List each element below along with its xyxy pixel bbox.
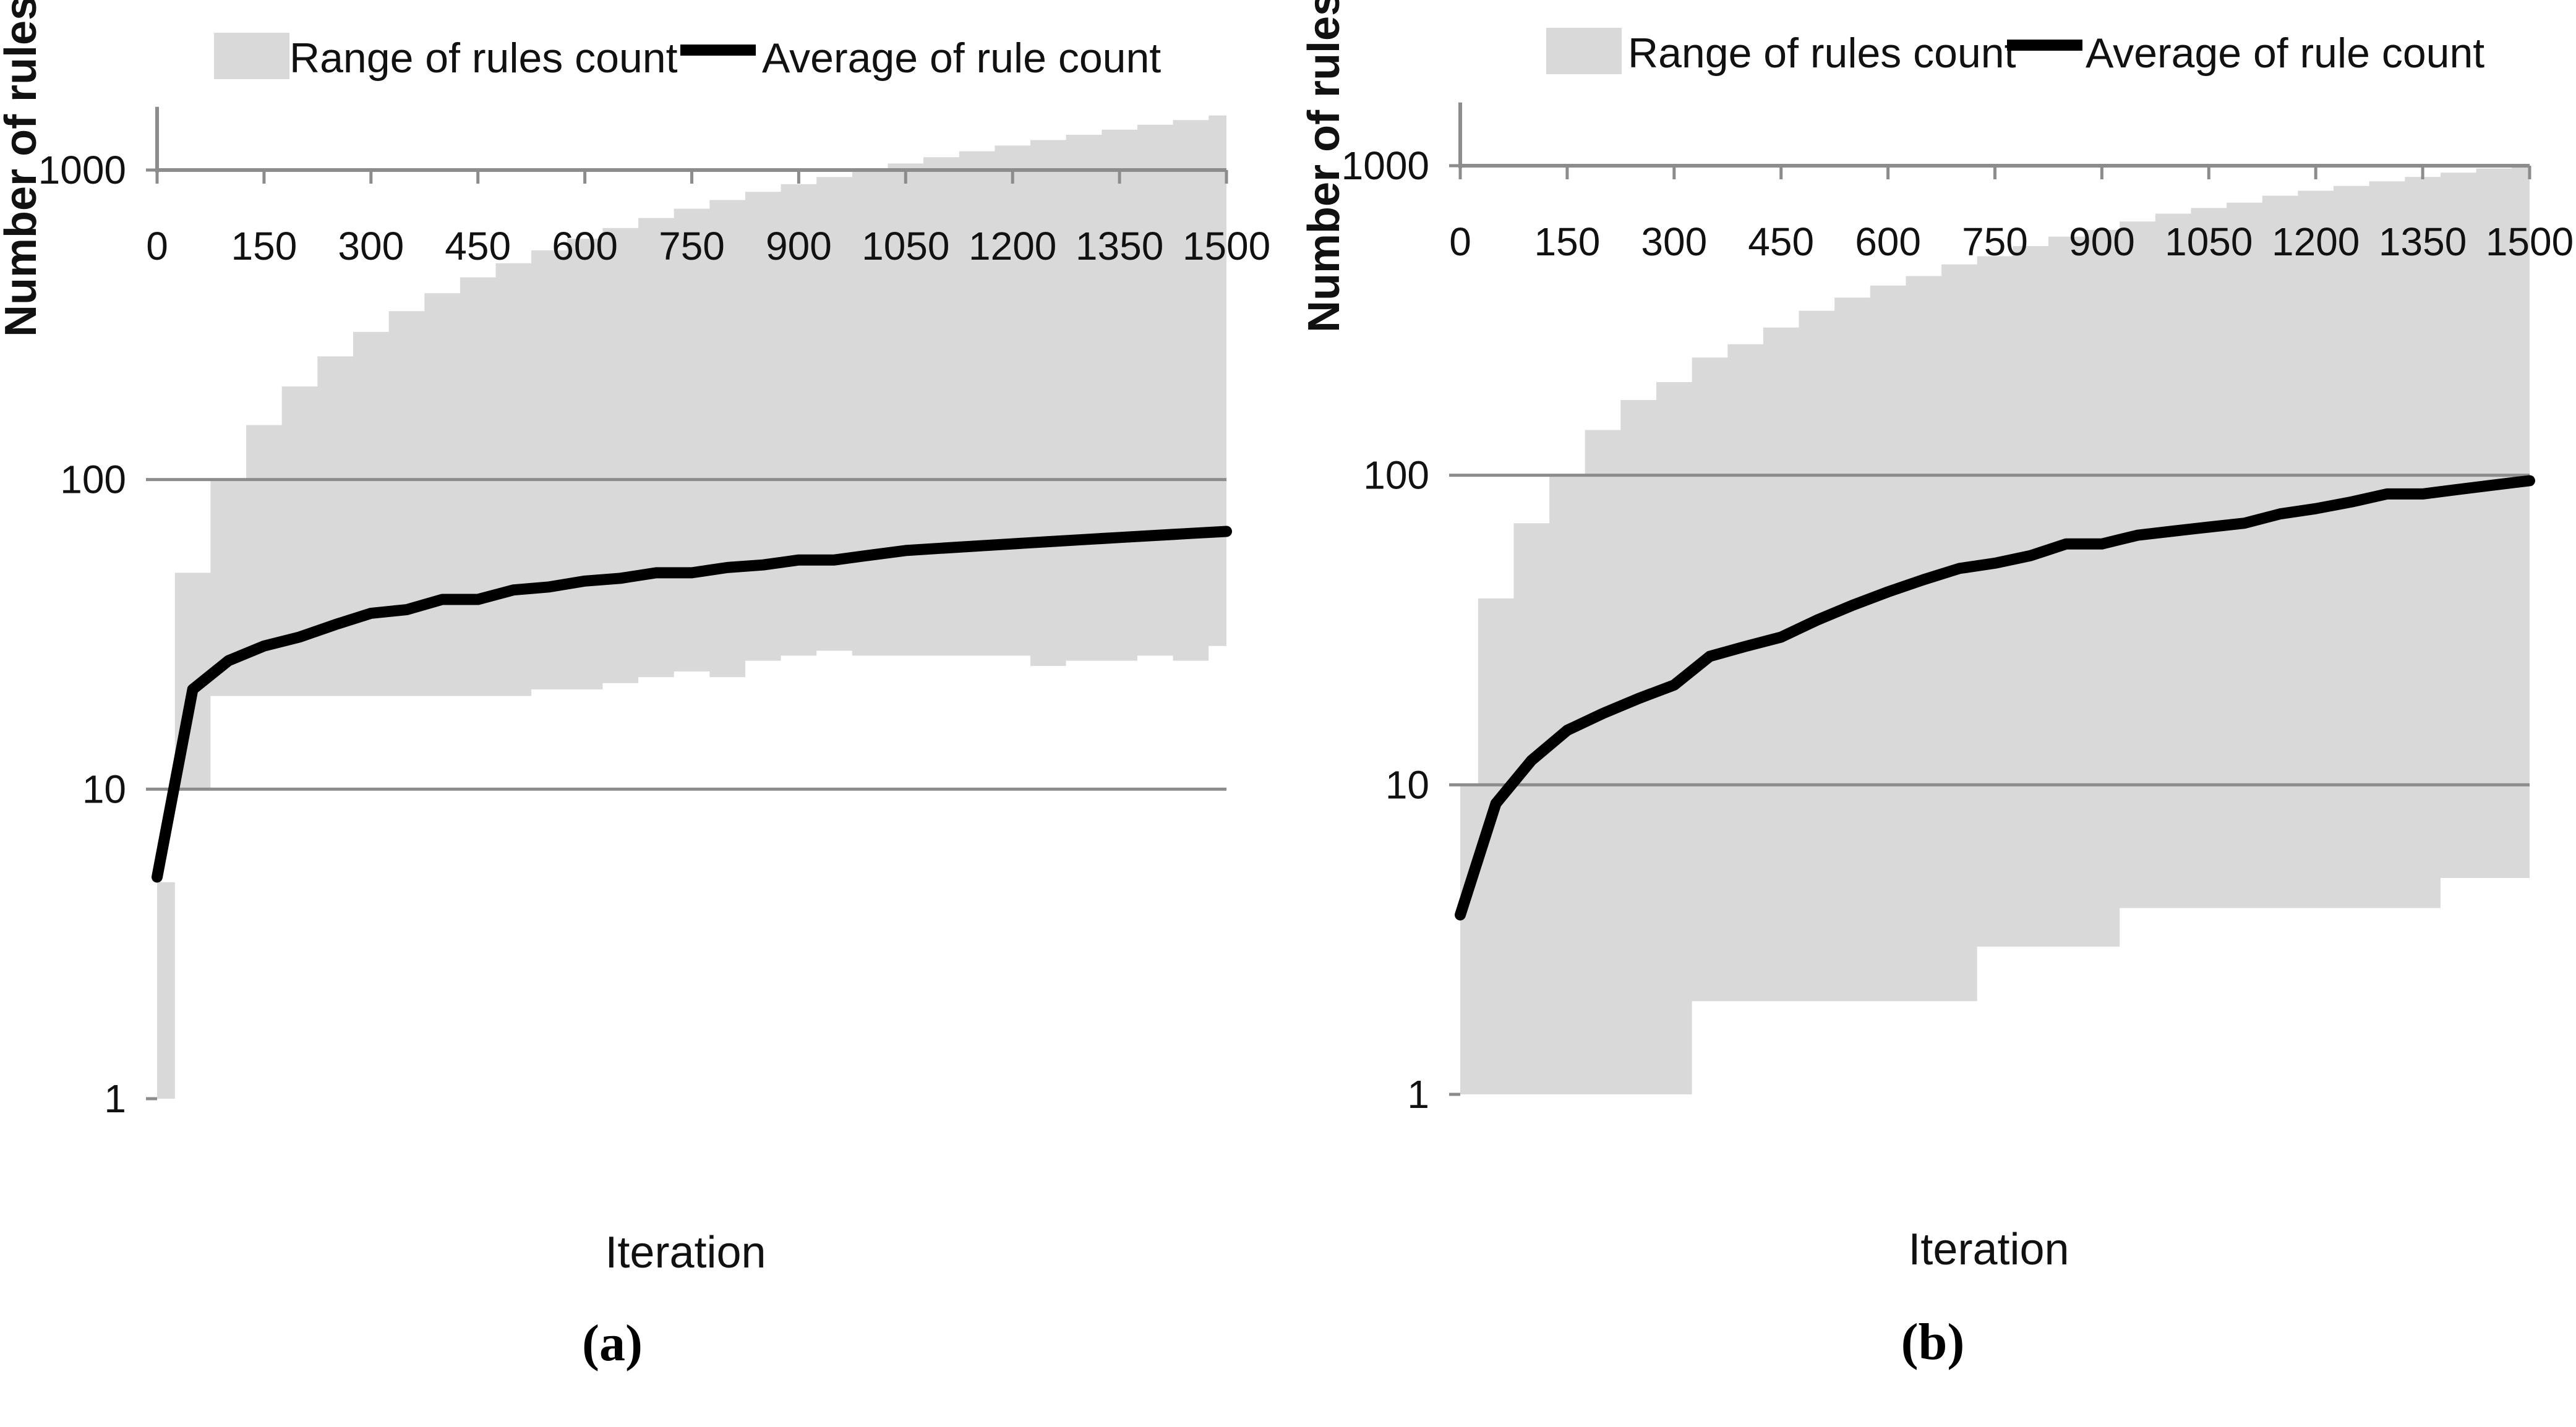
- x-axis-label: Iteration: [1908, 1225, 2069, 1274]
- legend-range-label: Range of rules count: [289, 35, 678, 82]
- x-tick-label: 150: [231, 224, 297, 268]
- y-tick-label: 100: [60, 458, 126, 502]
- x-tick-label: 1050: [2165, 219, 2253, 264]
- x-tick-label: 900: [766, 224, 832, 268]
- panel-label: (a): [582, 1314, 643, 1372]
- x-tick-label: 1500: [1183, 224, 1270, 268]
- x-tick-label: 300: [338, 224, 404, 268]
- y-tick-label: 10: [82, 767, 126, 811]
- y-tick-label: 1000: [1341, 143, 1429, 188]
- x-tick-label: 0: [146, 224, 168, 268]
- x-tick-label: 1050: [862, 224, 949, 268]
- legend-average-label: Average of rule count: [2086, 30, 2484, 77]
- x-tick-label: 0: [1449, 219, 1471, 264]
- y-tick-label: 10: [1385, 762, 1429, 807]
- range-area: [1460, 166, 2530, 1094]
- y-tick-label: 1000: [38, 148, 126, 192]
- x-tick-label: 450: [445, 224, 511, 268]
- y-tick-label: 100: [1363, 453, 1429, 498]
- x-tick-label: 1350: [1076, 224, 1163, 268]
- y-axis-label: Number of rules: [0, 0, 46, 337]
- x-tick-label: 600: [1855, 219, 1921, 264]
- x-tick-label: 750: [659, 224, 725, 268]
- x-tick-label: 150: [1534, 219, 1601, 264]
- panel-label: (b): [1901, 1313, 1965, 1371]
- x-tick-label: 900: [2069, 219, 2135, 264]
- legend-range-swatch: [1546, 28, 1622, 74]
- range-area: [157, 115, 1226, 1099]
- chart-panel-a: 1 10 100 1000 0 150 300 450 600 750 900 1050 1200 135…: [0, 0, 1270, 1372]
- y-tick-label: 1: [1407, 1072, 1429, 1117]
- x-tick-label: 1200: [969, 224, 1056, 268]
- x-axis-label: Iteration: [605, 1228, 766, 1277]
- x-tick-label: 600: [552, 224, 618, 268]
- x-tick-label: 750: [1962, 219, 2028, 264]
- average-line: [1455, 475, 2535, 921]
- x-tick-label: 1200: [2272, 219, 2360, 264]
- x-tick-label: 1350: [2379, 219, 2467, 264]
- y-axis-label: Number of rules: [1299, 0, 1349, 333]
- legend-range-label: Range of rules count: [1628, 30, 2016, 77]
- x-tick-label: 300: [1641, 219, 1707, 264]
- chart-panel-b: 1 10 100 1000 0 150 300 450 600 750 900 1050 1200 135…: [1299, 0, 2574, 1371]
- legend-range-swatch: [214, 33, 289, 79]
- x-tick-label: 450: [1748, 219, 1814, 264]
- average-line: [152, 526, 1232, 883]
- legend-average-label: Average of rule count: [762, 35, 1161, 82]
- x-tick-label: 1500: [2486, 219, 2574, 264]
- y-tick-label: 1: [104, 1076, 126, 1121]
